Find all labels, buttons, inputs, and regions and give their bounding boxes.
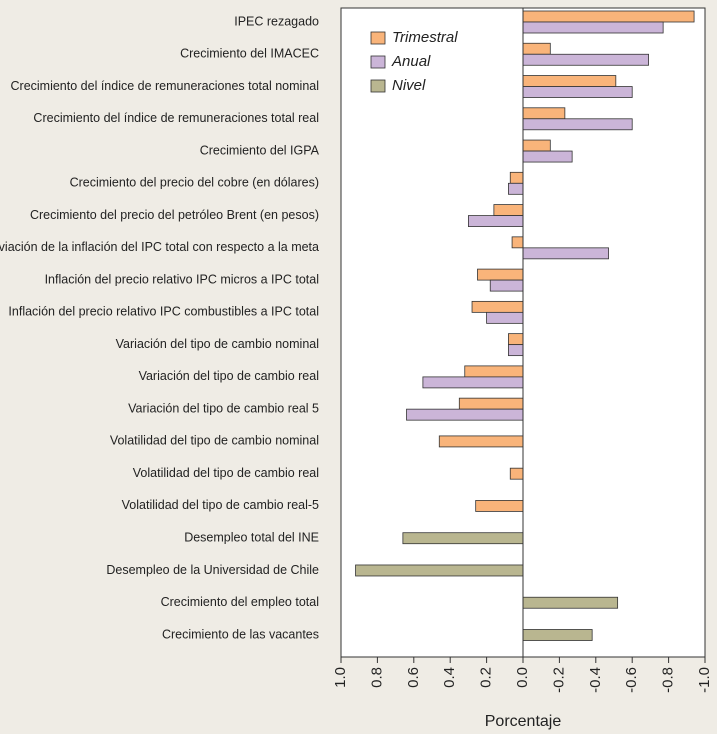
bar [508,182,524,195]
x-tick-label: -0.6 [623,667,640,693]
y-tick-label: Crecimiento del índice de remuneraciones… [11,79,320,93]
y-tick-label: Volatilidad del tipo de cambio nominal [110,434,319,448]
y-tick-label: Volatilidad del tipo de cambio real-5 [122,498,319,512]
bar [522,75,617,87]
bar [522,107,566,120]
y-tick-label: Desempleo de la Universidad de Chile [106,563,319,577]
y-tick-label: Variación del tipo de cambio real [139,369,319,383]
legend-swatch [370,31,386,45]
legend-swatch [370,79,386,93]
bar [522,21,664,34]
x-tick-label: 0.0 [514,667,531,688]
legend-label: Nivel [392,77,426,94]
bar [522,42,551,55]
bar [475,500,524,512]
bar [406,408,524,421]
bar [508,333,524,346]
bar [402,532,524,545]
y-tick-label: Crecimiento del empleo total [161,595,319,609]
x-axis-label: Porcentaje [485,713,562,730]
legend-swatch [370,55,386,69]
y-tick-label: Crecimiento del índice de remuneraciones… [33,111,319,125]
bar [438,435,524,448]
y-tick-label: Crecimiento de las vacantes [162,627,319,641]
bar [467,215,524,227]
x-tick-label: 0.2 [478,667,495,688]
bar [522,629,593,641]
bar [477,268,524,281]
x-tick-label: -0.2 [550,667,567,693]
bar [493,204,524,216]
bar [522,150,573,163]
bar [486,311,524,324]
legend-label: Anual [391,53,431,70]
x-tick-label: 0.4 [441,667,458,688]
bar [489,279,524,292]
y-tick-label: IPEC rezagado [234,14,319,28]
bar [522,596,619,609]
y-tick-label: Crecimiento del IMACEC [180,47,319,61]
x-tick-label: 1.0 [332,667,349,688]
x-tick-label: 0.6 [405,667,422,688]
bar [471,300,524,313]
bar [522,86,633,98]
x-tick-label: 0.8 [368,667,385,688]
bar [355,564,524,577]
bar [511,236,524,249]
y-tick-label: Desempleo total del INE [184,531,319,545]
y-tick-label: Crecimiento del precio del petróleo Bren… [30,208,319,222]
y-tick-label: Volatilidad del tipo de cambio real [133,466,319,480]
bar [522,247,609,260]
bar [508,344,524,357]
bar [522,53,649,66]
y-tick-label: Inflación del precio relativo IPC combus… [8,305,319,319]
x-tick-label: -0.8 [660,667,677,693]
legend-label: Trimestral [392,29,458,46]
y-tick-label: Crecimiento del precio del cobre (en dól… [70,176,319,190]
bar [422,376,524,389]
bar [509,467,524,480]
bar [522,10,695,23]
bar [458,397,524,410]
y-tick-label: Crecimiento del IGPA [200,143,320,157]
x-tick-label: -1.0 [696,667,713,693]
y-tick-label: Variación del tipo de cambio real 5 [128,401,319,415]
y-tick-label: Inflación del precio relativo IPC micros… [45,272,319,286]
bar [464,365,524,378]
bar [522,139,551,152]
y-tick-label: Desviación de la inflación del IPC total… [0,240,319,254]
bar [509,171,524,184]
x-tick-label: -0.4 [587,667,604,693]
bar [522,118,633,131]
y-tick-label: Variación del tipo de cambio nominal [116,337,319,351]
